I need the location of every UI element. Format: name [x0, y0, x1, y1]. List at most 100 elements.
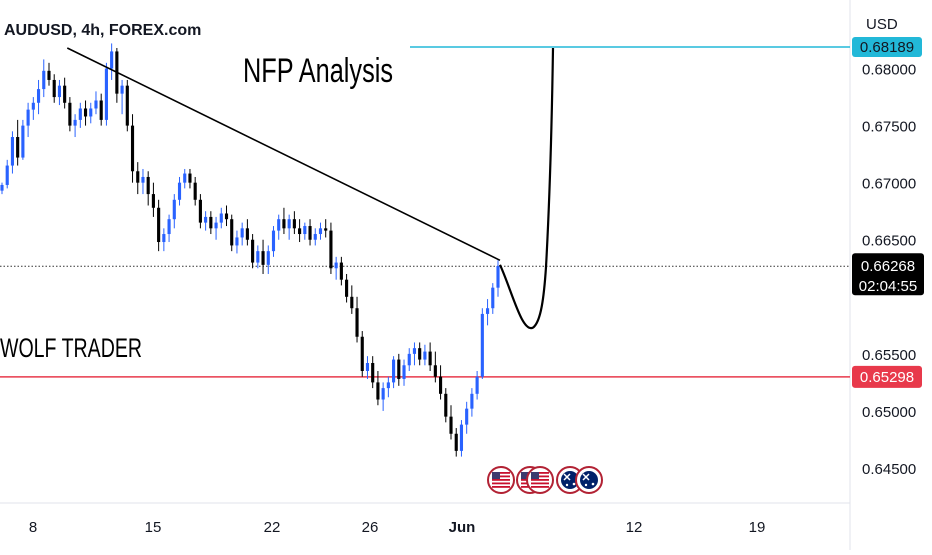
x-tick-label: 15 [145, 519, 162, 536]
y-tick-label: 0.68000 [862, 62, 916, 79]
flag-star [584, 483, 588, 487]
support-price-label: 0.65298 [860, 369, 914, 386]
candle-body [287, 219, 291, 229]
target-price-label: 0.68189 [860, 39, 914, 56]
candle-body [266, 251, 270, 265]
x-tick-label: 8 [29, 519, 37, 536]
chart-title: AUDUSD, 4h, FOREX.com [4, 22, 201, 39]
us-flag-icon[interactable] [487, 466, 515, 494]
candle-body [219, 213, 223, 223]
candle-body [402, 365, 406, 379]
nfp-annotation[interactable]: NFP Analysis [243, 52, 393, 90]
support-price-badge: 0.65298 [852, 365, 922, 388]
currency-label: USD [866, 16, 898, 33]
x-tick-label: Jun [449, 519, 476, 536]
candle-countdown: 02:04:55 [859, 278, 917, 295]
target-price-badge: 0.68189 [852, 36, 922, 57]
candle-body [110, 51, 114, 69]
flag-stripe [492, 475, 510, 478]
candle-body [423, 351, 427, 360]
candle-body [78, 108, 82, 120]
y-tick-label: 0.64500 [862, 461, 916, 478]
current-price-label: 0.66268 [861, 258, 915, 275]
candle-body [459, 424, 464, 451]
candle-body [261, 251, 265, 265]
candle-body [31, 102, 35, 110]
flag-stripe [531, 486, 549, 488]
y-axis: 0.68000 0.67500 0.67000 0.66500 0.65500 0.650… [862, 62, 916, 478]
flag-canton [521, 472, 529, 479]
candle-body [308, 226, 312, 240]
flag-stripe [531, 472, 549, 474]
candle-body [313, 234, 317, 240]
candle-body [334, 262, 338, 269]
x-tick-label: 26 [362, 519, 379, 536]
projection-curve[interactable] [498, 47, 555, 330]
candle-body [339, 262, 343, 280]
flag-star [572, 482, 576, 486]
candle-body [277, 219, 281, 231]
candle-body [386, 382, 390, 389]
candle-body [444, 393, 448, 417]
candle-body [381, 388, 385, 400]
australia-flag-icon[interactable] [556, 466, 584, 494]
candle-body [418, 348, 422, 360]
candle-body [125, 85, 129, 126]
economic-events-row[interactable] [487, 466, 603, 494]
candle-body [177, 182, 182, 200]
candle-body [188, 173, 192, 183]
candle-body [449, 416, 453, 434]
candle-body [465, 408, 469, 425]
y-tick-label: 0.67000 [862, 176, 916, 193]
candle-body [371, 363, 375, 383]
candle-body [73, 119, 77, 126]
candle-body [209, 216, 213, 229]
flag-canton [492, 472, 500, 479]
x-tick-label: 19 [749, 519, 766, 536]
flag-cross [582, 473, 590, 481]
candle-body [407, 353, 411, 366]
candle-body [21, 125, 25, 158]
candle-body [433, 365, 437, 377]
candle-body [251, 239, 255, 263]
candle-body [329, 230, 333, 269]
flag-stripe [492, 479, 510, 481]
flag-stripe [492, 472, 510, 474]
candle-body [240, 228, 244, 238]
candle-body [454, 433, 458, 451]
candle-body [157, 207, 161, 243]
candle-body [298, 228, 302, 235]
candle-body [141, 176, 145, 183]
australia-flag-icon[interactable] [575, 466, 603, 494]
candle-body [104, 68, 108, 120]
candle-body [193, 182, 197, 200]
candle-body [136, 171, 140, 183]
candle-body [167, 219, 171, 235]
candle-body [324, 228, 328, 231]
x-tick-label: 22 [264, 519, 281, 536]
candle-body [16, 137, 20, 158]
candle-body [162, 234, 166, 243]
candle-body [83, 108, 88, 117]
candle-body [172, 199, 176, 220]
flag-stripe [531, 482, 549, 485]
candle-body [282, 219, 286, 229]
flag-stripe [531, 475, 549, 478]
us-flag-icon[interactable] [526, 466, 554, 494]
candle-body [151, 194, 155, 208]
candle-body [224, 213, 229, 220]
trendline-drawing[interactable] [66, 47, 501, 262]
candle-body [99, 100, 103, 120]
candle-body [68, 102, 72, 126]
candle-body [485, 308, 490, 314]
x-tick-label: 12 [626, 519, 643, 536]
candle-body [204, 216, 208, 223]
candle-body [292, 219, 296, 229]
candle-body [42, 70, 46, 90]
candle-body [360, 336, 364, 371]
candle-body [89, 108, 93, 117]
candle-body [271, 230, 276, 252]
candle-body [94, 100, 98, 109]
